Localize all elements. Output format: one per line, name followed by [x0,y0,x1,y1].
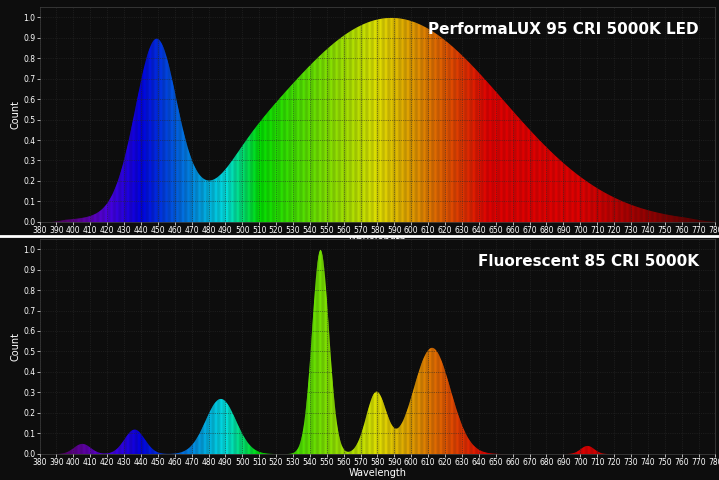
X-axis label: Wavelength: Wavelength [349,236,406,246]
Text: Fluorescent 85 CRI 5000K: Fluorescent 85 CRI 5000K [477,254,698,269]
Y-axis label: Count: Count [11,332,20,361]
Text: PerformaLUX 95 CRI 5000K LED: PerformaLUX 95 CRI 5000K LED [428,22,698,37]
X-axis label: Wavelength: Wavelength [349,468,406,478]
Y-axis label: Count: Count [11,100,20,129]
